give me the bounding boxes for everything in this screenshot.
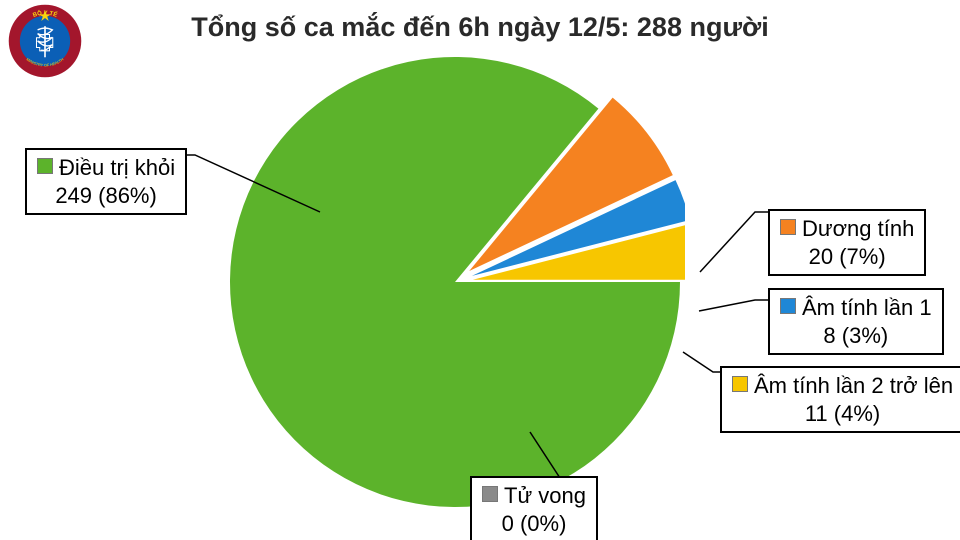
legend-swatch-deaths [482,486,498,502]
label-text-recovered: Điều trị khỏi [59,155,175,180]
label-value-neg2plus: 11 (4%) [732,400,953,428]
label-recovered: Điều trị khỏi249 (86%) [25,148,187,215]
label-neg1: Âm tính lần 18 (3%) [768,288,944,355]
label-value-deaths: 0 (0%) [482,510,586,538]
pie-chart [225,52,685,512]
label-text-positive: Dương tính [802,216,914,241]
leader-neg2plus [683,352,720,372]
legend-swatch-neg1 [780,298,796,314]
chart-root: { "title": "Tổng số ca mắc đến 6h ngày 1… [0,0,960,540]
label-deaths: Tử vong0 (0%) [470,476,598,540]
leader-positive [700,212,768,272]
label-positive: Dương tính20 (7%) [768,209,926,276]
label-text-deaths: Tử vong [504,483,586,508]
label-text-neg1: Âm tính lần 1 [802,295,932,320]
legend-swatch-neg2plus [732,376,748,392]
label-text-neg2plus: Âm tính lần 2 trở lên [754,373,953,398]
label-value-recovered: 249 (86%) [37,182,175,210]
legend-swatch-recovered [37,158,53,174]
label-neg2plus: Âm tính lần 2 trở lên11 (4%) [720,366,960,433]
label-value-neg1: 8 (3%) [780,322,932,350]
label-value-positive: 20 (7%) [780,243,914,271]
chart-title: Tổng số ca mắc đến 6h ngày 12/5: 288 ngư… [0,12,960,43]
legend-swatch-positive [780,219,796,235]
leader-neg1 [699,300,768,311]
